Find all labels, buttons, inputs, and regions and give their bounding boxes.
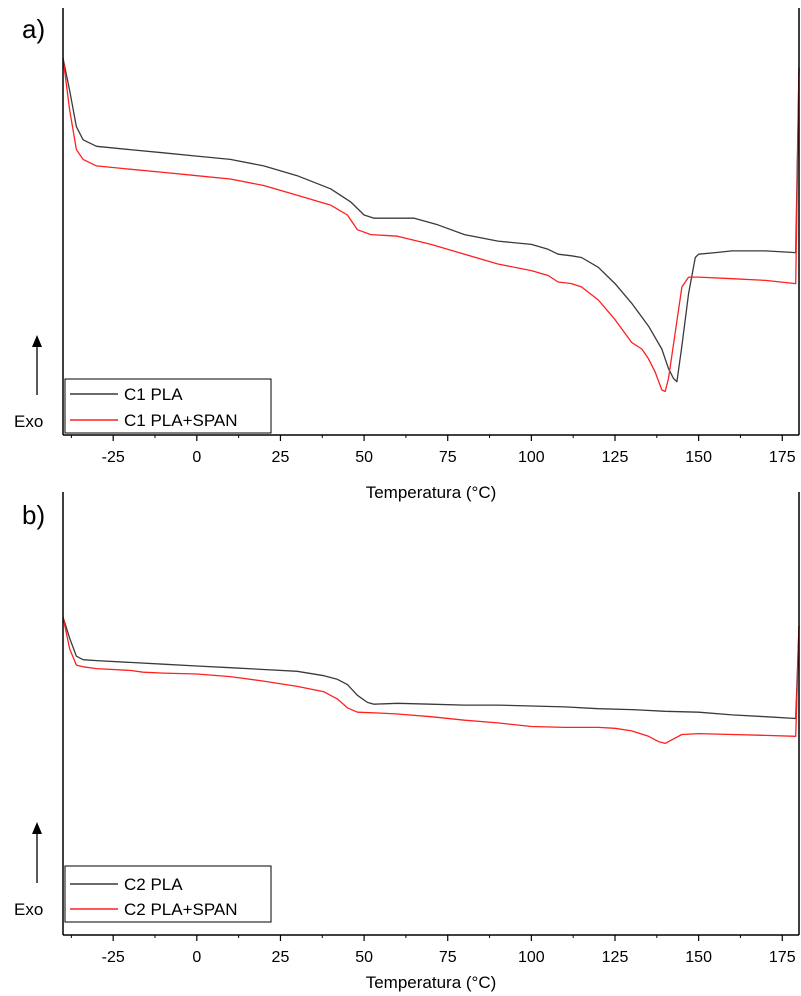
legend: C2 PLA C2 PLA+SPAN <box>64 865 272 923</box>
legend-label-0: C1 PLA <box>124 385 183 404</box>
legend-label-1: C1 PLA+SPAN <box>124 411 238 430</box>
legend-box <box>64 865 272 923</box>
exo-arrow: Exo <box>14 822 43 919</box>
x-tick-label: 50 <box>355 449 373 466</box>
x-tick-label: 75 <box>439 949 457 966</box>
legend-label-1: C2 PLA+SPAN <box>124 900 238 919</box>
x-ticks: -25 0 25 50 75 100 125 150 175 <box>70 435 796 466</box>
x-tick-label: 25 <box>272 449 290 466</box>
x-tick-label: 50 <box>355 949 373 966</box>
x-tick-label: -25 <box>102 449 125 466</box>
legend-label-0: C2 PLA <box>124 875 183 894</box>
x-ticks: -25 0 25 50 75 100 125 150 175 <box>70 935 796 966</box>
panel-label: b) <box>22 500 45 530</box>
series-line-0 <box>62 57 800 383</box>
series-line-1 <box>62 57 800 393</box>
x-tick-label: -25 <box>102 949 125 966</box>
x-tick-label: 25 <box>272 949 290 966</box>
x-tick-label: 0 <box>192 949 201 966</box>
x-axis-label: Temperatura (°C) <box>366 973 497 992</box>
exo-arrow-head <box>32 335 42 347</box>
series-line-0 <box>62 616 800 720</box>
series-line-1 <box>62 616 800 745</box>
x-tick-label: 150 <box>685 949 712 966</box>
x-tick-label: 125 <box>602 949 629 966</box>
series-lines <box>62 57 800 393</box>
x-tick-label: 75 <box>439 449 457 466</box>
x-tick-label: 175 <box>769 949 796 966</box>
exo-label: Exo <box>14 900 43 919</box>
exo-arrow: Exo <box>14 335 43 431</box>
x-tick-label: 100 <box>518 949 545 966</box>
legend-box <box>64 378 272 434</box>
exo-label: Exo <box>14 412 43 431</box>
x-tick-label: 125 <box>602 449 629 466</box>
x-axis-label: Temperatura (°C) <box>366 483 497 502</box>
panel-b: b) -25 0 25 50 75 100 125 150 175 Temperatura (°… <box>14 492 800 992</box>
x-tick-label: 175 <box>769 449 796 466</box>
legend: C1 PLA C1 PLA+SPAN <box>64 378 272 434</box>
panel-label: a) <box>22 14 45 44</box>
panel-a: a) -25 0 25 50 75 100 125 150 175 Temperatura (°… <box>14 8 800 502</box>
exo-arrow-head <box>32 822 42 834</box>
x-tick-label: 150 <box>685 449 712 466</box>
x-tick-label: 0 <box>192 449 201 466</box>
x-tick-label: 100 <box>518 449 545 466</box>
series-lines <box>62 616 800 745</box>
